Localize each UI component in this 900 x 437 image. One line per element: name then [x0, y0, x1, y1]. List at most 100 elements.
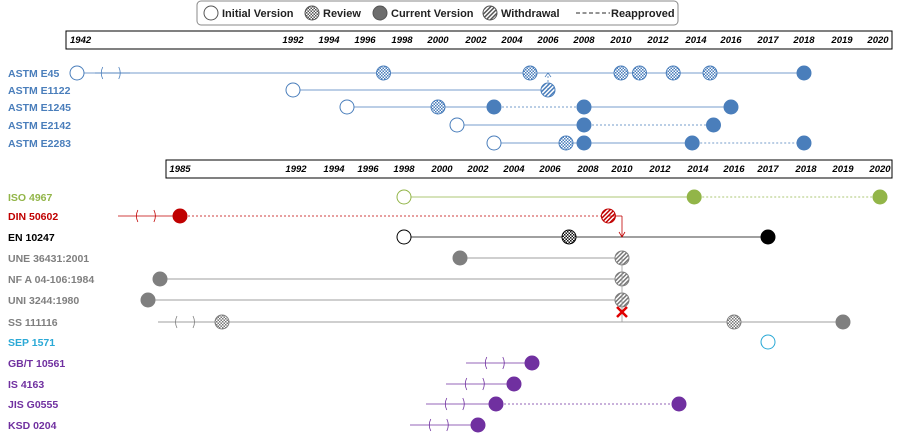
review-marker	[632, 65, 647, 81]
top-axis-tick-label: 1942	[70, 35, 92, 46]
standard-row: ISO 4967	[8, 189, 888, 205]
gap-brace	[464, 377, 485, 391]
legend-review-symbol	[304, 5, 320, 21]
standard-label: KSD 0204	[8, 420, 57, 432]
top-axis-tick-label: 2019	[830, 35, 853, 46]
standard-row: UNI 3244:1980	[8, 292, 630, 308]
standard-label: EN 10247	[8, 232, 55, 244]
top-axis-tick-label: 2008	[572, 35, 595, 46]
top-axis-tick-label: 2020	[866, 35, 889, 46]
gap-brace	[175, 315, 195, 329]
initial-marker	[69, 65, 85, 81]
top-axis-tick-label: 2000	[426, 35, 449, 46]
bottom-axis-tick-label: 2017	[756, 164, 779, 175]
top-axis-tick-label: 2010	[609, 35, 632, 46]
review-marker	[430, 99, 446, 115]
bottom-axis-tick-label: 2020	[868, 164, 891, 175]
top-axis-tick-label: 2004	[500, 35, 523, 46]
current-marker	[684, 135, 700, 151]
current-marker	[470, 417, 486, 433]
replacement-arrowhead	[618, 231, 626, 238]
legend-current-symbol	[372, 5, 388, 21]
reapproval-arrowhead	[544, 72, 552, 78]
standard-label: ASTM E1245	[8, 102, 71, 114]
bottom-axis-tick-label: 2000	[430, 164, 453, 175]
top-axis-tick-label: 2012	[646, 35, 669, 46]
standard-row: ASTM E1122	[8, 82, 556, 98]
bottom-axis-tick-label: 2006	[538, 164, 561, 175]
bottom-axis-tick-label: 1996	[357, 164, 379, 175]
legend-current-label: Current Version	[391, 8, 474, 20]
bottom-axis: 1985 1992 1994 1996 1998 2000 2002 2004 2006 2008…	[165, 159, 893, 179]
standard-row: UNE 36431:2001	[8, 250, 630, 266]
initial-marker	[486, 135, 502, 151]
review-marker	[376, 65, 391, 81]
standard-label: GB/T 10561	[8, 358, 65, 370]
legend-box	[196, 0, 679, 26]
bottom-axis-tick-label: 2004	[502, 164, 525, 175]
bottom-axis-tick-label: 2016	[722, 164, 745, 175]
bottom-axis-box	[165, 159, 893, 179]
bottom-axis-tick-label: 1994	[323, 164, 345, 175]
top-axis-tick-label: 2014	[684, 35, 707, 46]
legend-initial-symbol	[203, 5, 219, 21]
bottom-axis-tick-label: 2008	[576, 164, 599, 175]
standard-row: ASTM E1245	[8, 99, 739, 115]
gap-brace	[444, 397, 465, 411]
bottom-axis-tick-label: 1998	[393, 164, 415, 175]
legend-reapproved-label: Reapproved	[611, 8, 675, 20]
current-marker	[172, 208, 188, 224]
top-axis-tick-label: 2006	[536, 35, 559, 46]
standard-label: UNE 36431:2001	[8, 253, 89, 265]
top-axis-tick-label: 2018	[792, 35, 815, 46]
standard-label: DIN 50602	[8, 211, 58, 223]
current-marker	[524, 355, 540, 371]
current-marker	[686, 189, 702, 205]
top-axis-box	[65, 30, 893, 50]
initial-marker	[449, 117, 465, 133]
bottom-axis-tick-label: 2018	[794, 164, 817, 175]
top-axis-tick-label: 2016	[719, 35, 742, 46]
standard-row: NF A 04-106:1984	[8, 271, 630, 287]
current-marker	[671, 396, 687, 412]
initial-marker	[396, 229, 412, 245]
standard-label: ISO 4967	[8, 192, 53, 204]
withdrawn-cross-icon	[616, 306, 628, 318]
top-axis-tick-label: 1996	[354, 35, 376, 46]
gap-brace	[100, 66, 121, 80]
top-axis-tick-label: 1998	[391, 35, 413, 46]
standard-label: ASTM E2283	[8, 138, 71, 150]
current-marker	[796, 65, 812, 81]
standard-row: ASTM E2283	[8, 135, 812, 151]
standard-row: GB/T 10561	[8, 355, 540, 371]
gap-brace	[484, 356, 505, 370]
bottom-axis-tick-label: 2010	[610, 164, 633, 175]
standard-row: SEP 1571	[8, 334, 776, 350]
standard-row: IS 4163	[8, 376, 522, 392]
legend: Initial Version Review Current Version W…	[196, 0, 679, 26]
current-marker	[576, 117, 592, 133]
standard-label: SS 111116	[8, 317, 58, 329]
top-axis-tick-label: 2002	[464, 35, 487, 46]
review-marker	[522, 65, 538, 81]
top-axis-tick-label: 1992	[282, 35, 304, 46]
review-marker	[702, 65, 718, 81]
standard-label: UNI 3244:1980	[8, 295, 79, 307]
current-marker	[760, 229, 776, 245]
standard-label: ASTM E2142	[8, 120, 71, 132]
gap-brace	[428, 418, 449, 432]
standard-label: JIS G0555	[8, 399, 58, 411]
top-axis-tick-label: 1994	[318, 35, 340, 46]
standard-row: SS 111116	[8, 314, 851, 330]
bottom-axis-tick-label: 2019	[831, 164, 854, 175]
standard-row: ASTM E2142	[8, 117, 721, 133]
bottom-axis-tick-label: 2014	[686, 164, 709, 175]
standard-label: ASTM E45	[8, 68, 60, 80]
standard-row: EN 10247	[8, 229, 776, 245]
legend-review-label: Review	[323, 8, 361, 20]
legend-withdrawal-symbol	[482, 5, 498, 21]
review-marker	[613, 65, 629, 81]
current-marker	[506, 376, 522, 392]
current-marker	[486, 99, 502, 115]
